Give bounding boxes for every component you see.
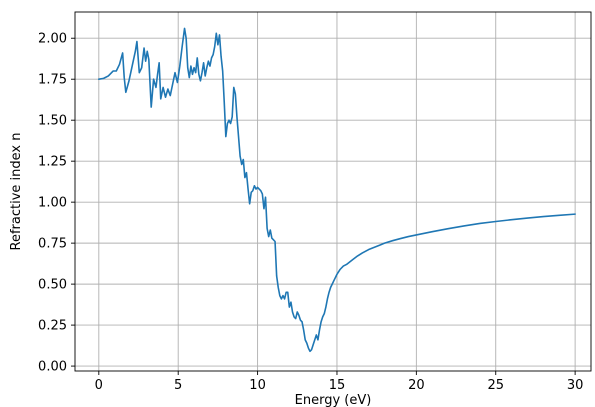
x-tick-label: 0 bbox=[95, 378, 103, 393]
grid bbox=[75, 12, 591, 371]
x-tick-label: 5 bbox=[174, 378, 182, 393]
y-axis: 0.00 0.25 0.50 0.75 1.00 1.25 1.50 1.75 2.00 bbox=[38, 32, 75, 375]
x-axis: 0 5 10 15 20 25 30 bbox=[95, 371, 584, 393]
y-tick-label: 0.00 bbox=[38, 360, 67, 375]
x-axis-label: Energy (eV) bbox=[295, 393, 372, 407]
axes-frame bbox=[74, 11, 592, 372]
y-tick-label: 0.25 bbox=[38, 319, 67, 334]
series-line bbox=[98, 27, 576, 353]
y-tick-label: 1.25 bbox=[38, 155, 67, 170]
x-tick-label: 30 bbox=[567, 378, 584, 393]
y-axis-label: Refractive index n bbox=[9, 133, 24, 251]
x-tick-label: 20 bbox=[408, 378, 425, 393]
y-tick-label: 2.00 bbox=[38, 32, 67, 47]
y-tick-label: 0.75 bbox=[38, 237, 67, 252]
x-tick-label: 15 bbox=[329, 378, 346, 393]
y-tick-label: 0.50 bbox=[38, 278, 67, 293]
y-tick-label: 1.00 bbox=[38, 196, 67, 211]
x-tick-label: 10 bbox=[249, 378, 266, 393]
data-series bbox=[98, 27, 576, 353]
x-tick-label: 25 bbox=[487, 378, 504, 393]
y-tick-label: 1.75 bbox=[38, 73, 67, 88]
y-tick-label: 1.50 bbox=[38, 114, 67, 129]
